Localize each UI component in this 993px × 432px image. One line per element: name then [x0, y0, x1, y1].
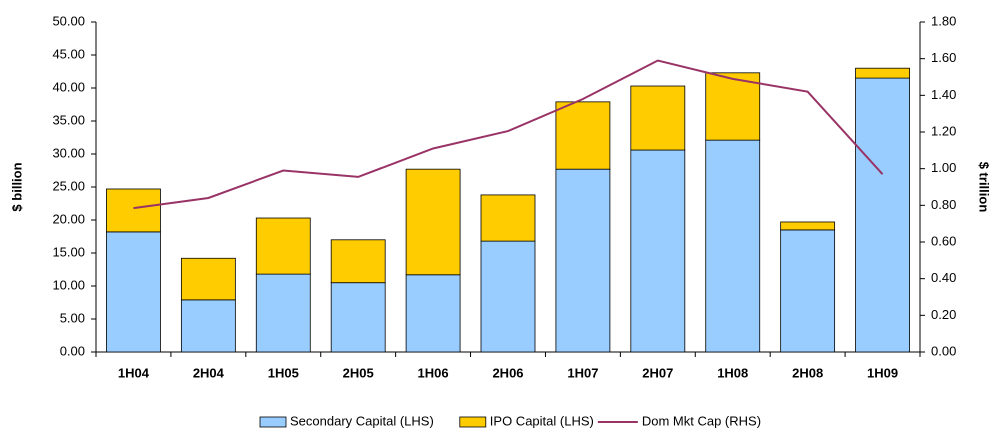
bar-segment	[106, 188, 161, 233]
x-tick-label: 2H05	[343, 365, 374, 380]
bar-segment	[480, 240, 536, 353]
bar-segment	[780, 221, 836, 231]
y2-tick-label: 1.80	[931, 13, 956, 28]
y2-tick-label: 0.40	[931, 270, 956, 285]
bar-segment	[480, 194, 536, 242]
y2-axis-title: $ trillion	[977, 162, 992, 213]
bar-segment	[630, 149, 686, 353]
bar-segment	[180, 257, 236, 301]
y2-tick-label: 0.20	[931, 307, 956, 322]
legend-swatch	[259, 416, 287, 428]
bar-segment	[255, 273, 311, 353]
x-tick-label: 1H07	[567, 365, 598, 380]
y2-tick-label: 0.80	[931, 197, 956, 212]
x-tick-label: 1H05	[268, 365, 299, 380]
bar-segment	[630, 85, 686, 151]
y2-tick-label: 1.40	[931, 87, 956, 102]
legend-label: IPO Capital (LHS)	[490, 413, 594, 428]
y-tick-label: 20.00	[52, 211, 85, 226]
y2-tick-label: 0.60	[931, 233, 956, 248]
y-tick-label: 10.00	[52, 277, 85, 292]
bar-segment	[780, 229, 836, 353]
y-axis-title: $ billion	[9, 162, 24, 211]
x-tick-label: 1H04	[118, 365, 150, 380]
x-tick-label: 2H07	[642, 365, 673, 380]
legend-label: Dom Mkt Cap (RHS)	[642, 413, 761, 428]
bar-segment	[330, 282, 386, 353]
y-tick-label: 5.00	[60, 310, 85, 325]
y2-tick-label: 0.00	[931, 343, 956, 358]
bar-segment	[855, 67, 910, 79]
x-tick-label: 1H08	[717, 365, 748, 380]
x-tick-label: 1H06	[418, 365, 449, 380]
x-tick-label: 2H04	[193, 365, 225, 380]
y-tick-label: 15.00	[52, 244, 85, 259]
y2-tick-label: 1.60	[931, 50, 956, 65]
bar-segment	[855, 77, 910, 353]
line	[133, 59, 884, 210]
legend-swatch	[459, 416, 487, 428]
y-tick-label: 40.00	[52, 79, 85, 94]
bar-segment	[405, 168, 461, 276]
bar-segment	[255, 217, 311, 275]
bar-segment	[555, 101, 611, 170]
bar-segment	[330, 239, 386, 284]
legend-label: Secondary Capital (LHS)	[290, 413, 434, 428]
x-tick-label: 2H06	[492, 365, 523, 380]
y2-tick-label: 1.00	[931, 160, 956, 175]
y-tick-label: 25.00	[52, 178, 85, 193]
bar-segment	[106, 231, 161, 353]
bar-segment	[555, 168, 611, 353]
bar-segment	[405, 274, 461, 353]
y-tick-label: 0.00	[60, 343, 85, 358]
y-tick-label: 30.00	[52, 145, 85, 160]
y-tick-label: 45.00	[52, 46, 85, 61]
bar-segment	[705, 72, 761, 141]
x-tick-label: 1H09	[867, 365, 898, 380]
bar-segment	[705, 139, 761, 353]
x-tick-label: 2H08	[792, 365, 823, 380]
y-tick-label: 35.00	[52, 112, 85, 127]
y2-tick-label: 1.20	[931, 123, 956, 138]
bar-segment	[180, 299, 236, 353]
y-tick-label: 50.00	[52, 13, 85, 28]
